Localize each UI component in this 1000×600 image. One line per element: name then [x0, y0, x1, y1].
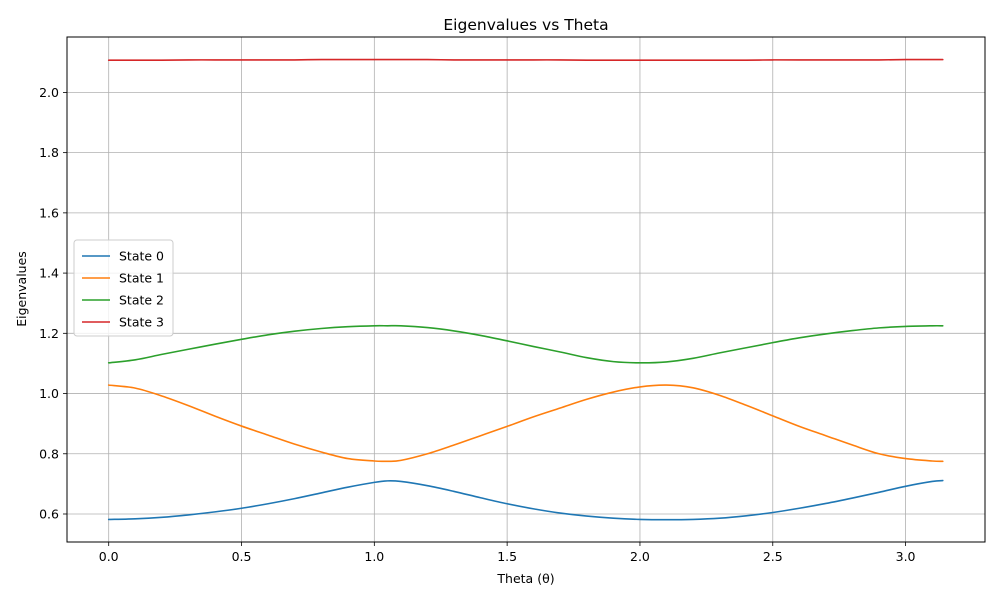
series-line-state-1 [107, 384, 944, 463]
x-axis-label: Theta (θ) [496, 571, 554, 586]
x-tick-label: 0.5 [232, 549, 252, 564]
x-tick-label: 0.0 [99, 549, 119, 564]
y-tick-label: 1.2 [39, 326, 59, 341]
legend-label: State 0 [119, 249, 164, 264]
series-line-state-3 [107, 58, 944, 62]
x-tick-label: 3.0 [896, 549, 916, 564]
x-tick-label: 1.0 [364, 549, 384, 564]
legend-box [73, 239, 174, 337]
y-tick-label: 0.6 [39, 506, 59, 521]
y-axis-ticks: 0.6 0.8 1.0 1.2 1.4 1.6 1.8 2.0 [39, 85, 67, 521]
legend-label: State 3 [119, 315, 164, 330]
plot-area-frame [66, 36, 986, 543]
series-line-state-2 [107, 324, 944, 364]
y-axis-label: Eigenvalues [14, 251, 29, 327]
y-tick-label: 1.6 [39, 205, 59, 220]
x-tick-label: 1.5 [497, 549, 517, 564]
series-lines [107, 58, 944, 521]
legend: State 0 State 1 State 2 State 3 [73, 239, 174, 337]
chart-title: Eigenvalues vs Theta [443, 16, 608, 34]
x-tick-label: 2.5 [763, 549, 783, 564]
y-tick-label: 1.8 [39, 145, 59, 160]
x-axis-ticks: 0.0 0.5 1.0 1.5 2.0 2.5 3.0 [99, 542, 916, 564]
series-line-state-0 [107, 479, 944, 521]
legend-label: State 1 [119, 271, 164, 286]
x-tick-label: 2.0 [630, 549, 650, 564]
y-tick-label: 2.0 [39, 85, 59, 100]
y-tick-label: 0.8 [39, 446, 59, 461]
y-tick-label: 1.4 [39, 266, 59, 281]
legend-label: State 2 [119, 293, 164, 308]
y-tick-label: 1.0 [39, 386, 59, 401]
